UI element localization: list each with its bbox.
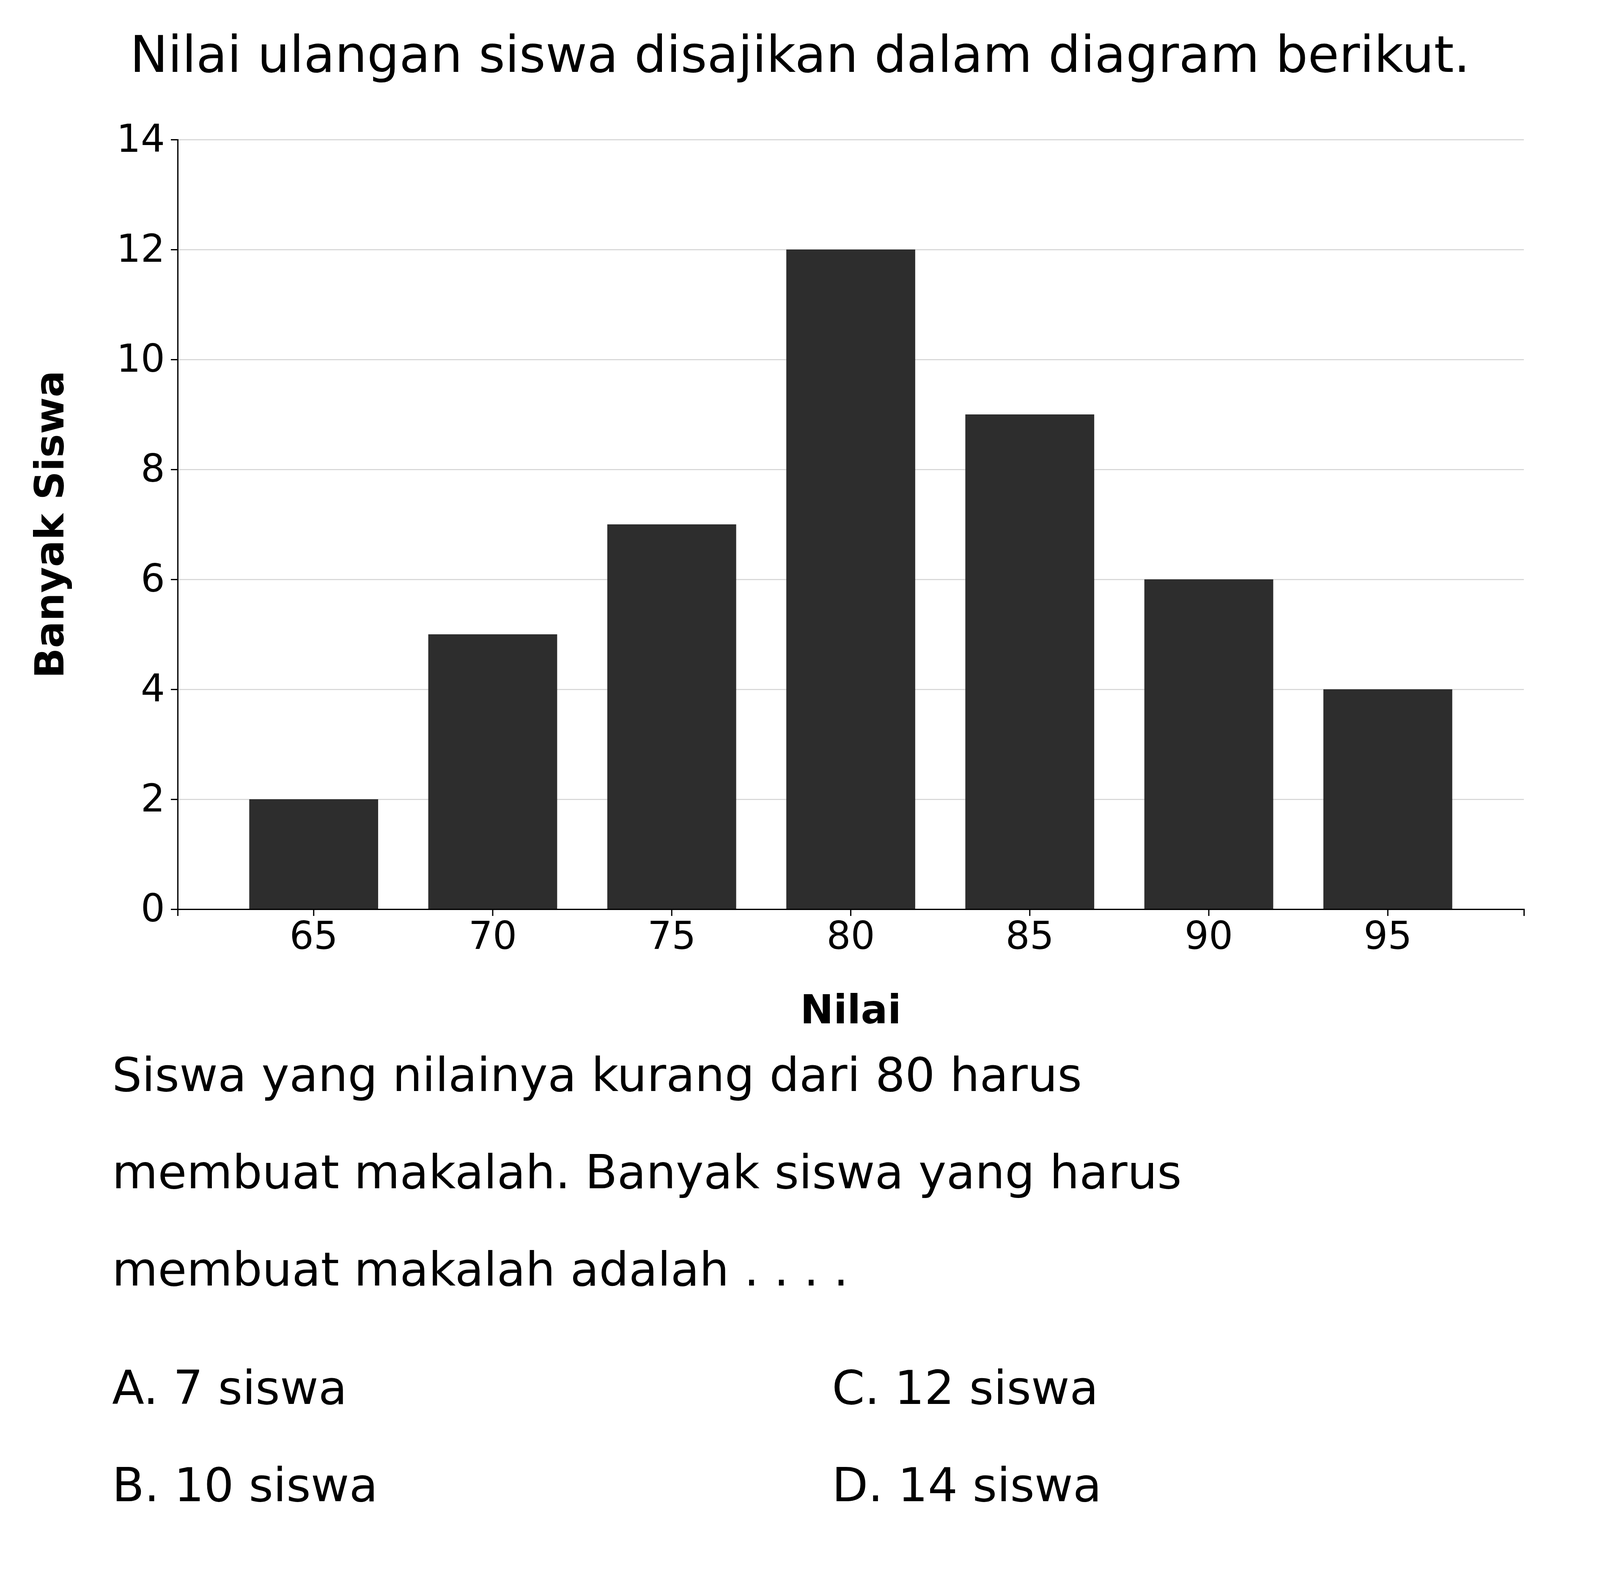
x-tick-label: 90 (1184, 913, 1234, 958)
y-tick: 14 (116, 116, 178, 161)
bar (1144, 579, 1274, 910)
y-tick-label: 14 (116, 116, 165, 161)
x-tick: 95 (1363, 909, 1413, 958)
y-tick-mark (170, 579, 178, 581)
y-tick-mark (170, 798, 178, 801)
y-tick-label: 2 (140, 776, 165, 821)
bar (249, 799, 379, 910)
x-tick-label: 80 (826, 913, 876, 958)
y-tick-label: 0 (140, 886, 165, 931)
x-tick: 90 (1184, 909, 1234, 958)
chart: Nilai ulangan siswa disajikan dalam diag… (0, 0, 1600, 1590)
body-text: membuat makalah adalah . . . . (112, 1242, 849, 1297)
y-tick-mark (170, 249, 178, 251)
y-tick: 2 (140, 776, 178, 821)
bar (607, 524, 737, 910)
x-tick: 70 (468, 909, 518, 958)
annotations: Siswa yang nilainya kurang dari 80 harus… (112, 1047, 1182, 1513)
grid (177, 139, 1524, 910)
plot: 0 2 4 6 8 10 12 14 65 70 75 80 85 90 95 (116, 116, 1524, 958)
option-text: B. 10 siswa (112, 1457, 379, 1513)
body-text: membuat makalah. Banyak siswa yang harus (112, 1144, 1182, 1200)
grid-line (177, 139, 1524, 141)
y-tick-mark (170, 908, 178, 911)
x-tick: 80 (826, 909, 876, 958)
x-tick: 85 (1005, 909, 1055, 958)
option-text: A. 7 siswa (112, 1360, 348, 1416)
y-tick: 0 (140, 886, 178, 931)
y-axis: 0 2 4 6 8 10 12 14 (116, 116, 178, 931)
bar (428, 634, 558, 910)
x-tick: 65 (289, 909, 338, 958)
y-axis-line (170, 139, 179, 910)
y-tick: 4 (140, 666, 178, 711)
y-tick: 8 (140, 446, 178, 491)
y-tick-mark (170, 359, 178, 361)
y-tick-label: 6 (140, 556, 165, 601)
y-tick-mark (170, 469, 178, 471)
grid-tick (177, 139, 1524, 140)
bar (965, 414, 1095, 910)
option-text: D. 14 siswa (831, 1457, 1102, 1513)
bars (249, 249, 1452, 910)
y-tick-mark (170, 139, 178, 141)
y-tick-label: 4 (140, 666, 165, 711)
y-tick: 6 (140, 556, 178, 601)
y-tick-label: 12 (116, 226, 165, 271)
x-axis-label: Nilai (800, 986, 902, 1033)
bar (1323, 689, 1453, 910)
y-tick-mark (170, 688, 178, 691)
y-axis-label: Banyak Siswa (26, 370, 73, 679)
bar (786, 249, 916, 910)
x-axis: 65 70 75 80 85 90 95 (178, 909, 1525, 958)
x-tick-label: 75 (647, 913, 697, 958)
x-tick-label: 95 (1363, 913, 1413, 958)
x-tick-label: 70 (468, 913, 518, 958)
y-tick: 12 (116, 226, 178, 271)
x-tick: 75 (647, 909, 697, 958)
y-tick-label: 8 (140, 446, 165, 491)
option-text: C. 12 siswa (831, 1360, 1099, 1416)
x-tick-label: 65 (289, 913, 338, 958)
y-tick-label: 10 (116, 336, 165, 381)
title: Nilai ulangan siswa disajikan dalam diag… (129, 24, 1470, 84)
body-text: Siswa yang nilainya kurang dari 80 harus (112, 1047, 1082, 1103)
x-tick-label: 85 (1005, 913, 1055, 958)
y-tick: 10 (116, 336, 178, 381)
